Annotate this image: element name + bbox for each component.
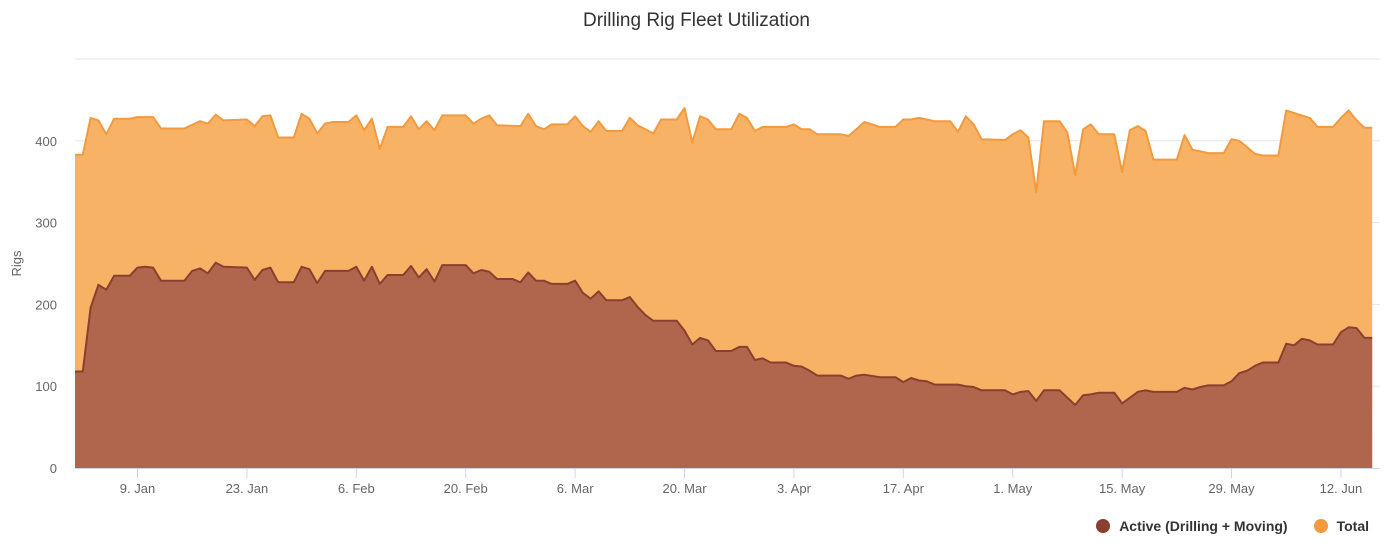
legend-dot-active — [1096, 519, 1111, 533]
x-tick-label-2017-06-12: 12. Jun — [1320, 481, 1363, 496]
series-layer — [75, 107, 1373, 468]
x-tick-label-2017-04-03: 3. Apr — [777, 481, 812, 496]
legend-label-active: Active (Drilling + Moving) — [1119, 518, 1288, 534]
chart-title: Drilling Rig Fleet Utilization — [582, 10, 811, 31]
y-tick-label-400: 400 — [35, 134, 57, 149]
x-tick-label-2017-01-23: 23. Jan — [226, 481, 269, 496]
y-tick-label-200: 200 — [35, 297, 57, 312]
legend-item-active[interactable]: Active (Drilling + Moving) — [1096, 518, 1288, 534]
legend-label-total: Total — [1336, 518, 1369, 534]
x-tick-label-2017-05-15: 15. May — [1099, 481, 1146, 496]
x-tick-label-2017-05-01: 1. May — [993, 481, 1033, 496]
legend: Active (Drilling + Moving) Total — [1096, 518, 1369, 534]
y-axis-title: Rigs — [9, 250, 24, 277]
legend-item-total[interactable]: Total — [1313, 518, 1369, 534]
axes: 0 100 200 300 400 9. Jan 23. Jan 6. Feb 20. Feb 6… — [9, 134, 1380, 496]
x-tick-label-2017-05-29: 29. May — [1208, 481, 1255, 496]
x-tick-label-2017-03-20: 20. Mar — [662, 481, 707, 496]
y-tick-label-100: 100 — [35, 379, 57, 394]
y-tick-label-300: 300 — [35, 216, 57, 231]
chart-plot-area: 0 100 200 300 400 9. Jan 23. Jan 6. Feb 20. Feb 6… — [9, 58, 1380, 496]
y-tick-label-0: 0 — [50, 461, 57, 476]
x-tick-label-2017-04-17: 17. Apr — [883, 481, 925, 496]
x-tick-label-2017-01-09: 9. Jan — [120, 481, 155, 496]
series-line-active-drilling-moving — [75, 261, 1373, 406]
series-area-active-drilling-moving — [75, 262, 1373, 468]
x-tick-label-2017-03-06: 6. Mar — [557, 481, 595, 496]
x-tick-label-2017-02-20: 20. Feb — [444, 481, 488, 496]
legend-dot-total — [1313, 519, 1328, 533]
x-tick-label-2017-02-06: 6. Feb — [338, 481, 375, 496]
series-line-total — [75, 107, 1373, 194]
